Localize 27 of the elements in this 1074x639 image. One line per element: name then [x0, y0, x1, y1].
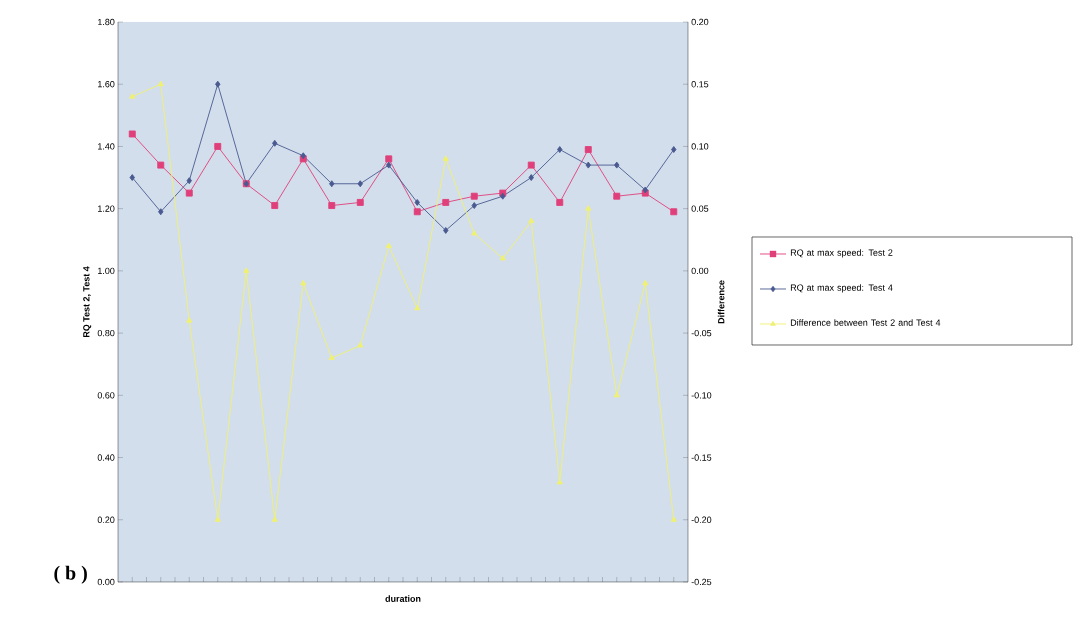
y-tick-label: 0.00: [97, 578, 115, 586]
legend-label: Difference between Test 2 and Test 4: [790, 319, 941, 326]
y2-tick-label: 0.20: [691, 18, 709, 26]
y2-tick-label: 0.00: [691, 267, 709, 275]
y-tick-label: 1.60: [98, 81, 115, 88]
y-tick-label: 0.40: [97, 454, 115, 461]
y-tick-label: 1.20: [98, 205, 115, 212]
x-axis-title: duration: [385, 595, 421, 602]
legend-label: RQ at max speed: Test 4: [790, 284, 893, 293]
y2-tick-label: -0.10: [691, 392, 712, 399]
y-tick-label: 1.00: [98, 267, 115, 275]
text: ( b ): [54, 565, 87, 584]
y-axis-title: RQ Test 2, Test 4: [83, 266, 92, 338]
y-tick-label: 1.80: [98, 18, 115, 26]
legend-label: RQ at max speed: Test 2: [790, 249, 893, 258]
y2-tick-label: 0.10: [691, 143, 709, 150]
y2-tick-label: -0.20: [691, 516, 712, 523]
y-tick-label: 1.40: [98, 143, 115, 150]
y-tick-label: 0.60: [97, 392, 115, 399]
y2-tick-label: -0.25: [691, 578, 712, 586]
y2-tick-label: -0.05: [691, 329, 712, 337]
y2-tick-label: 0.05: [691, 205, 709, 212]
y2-axis-title: Difference: [717, 280, 725, 324]
y2-tick-label: -0.15: [691, 454, 712, 461]
y2-tick-label: 0.15: [691, 81, 709, 88]
y-tick-label: 0.80: [97, 329, 115, 337]
y-tick-label: 0.20: [97, 516, 115, 523]
